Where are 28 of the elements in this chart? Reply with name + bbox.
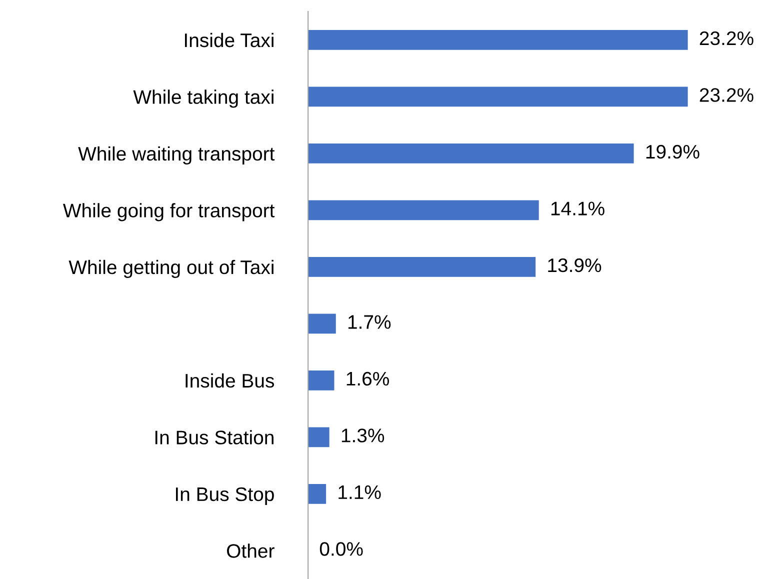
y-tick-label: Inside Bus [186, 373, 274, 388]
data-label: 1.7% [348, 315, 391, 329]
data-label: 13.9% [548, 258, 602, 272]
bar [308, 427, 330, 448]
data-label: 1.3% [342, 428, 384, 442]
y-tick-label: Inside Taxi [185, 32, 274, 48]
bar [308, 86, 688, 107]
data-label: 23.2% [700, 31, 754, 46]
bar [308, 484, 326, 504]
y-tick-label: While waiting transport [78, 146, 275, 165]
bar [308, 314, 336, 334]
data-label: 23.2% [700, 88, 754, 102]
data-label: 19.9% [646, 144, 700, 159]
data-label: 0.0% [320, 542, 363, 556]
bar [308, 256, 536, 277]
y-tick-label: While getting out of Taxi [68, 260, 274, 278]
y-tick-label: While going for transport [62, 203, 275, 222]
y-tick-label: While taking taxi [133, 90, 274, 108]
y-tick-label: In Bus Station [155, 430, 274, 444]
data-label: 1.1% [338, 485, 381, 500]
data-label: 14.1% [551, 202, 604, 216]
y-tick-label: In Bus Stop [176, 487, 274, 505]
bar [308, 370, 334, 390]
y-tick-label: Other [227, 544, 274, 558]
bar [308, 144, 634, 164]
bar [308, 200, 539, 220]
bar [308, 30, 688, 50]
data-label: 1.6% [346, 372, 389, 386]
